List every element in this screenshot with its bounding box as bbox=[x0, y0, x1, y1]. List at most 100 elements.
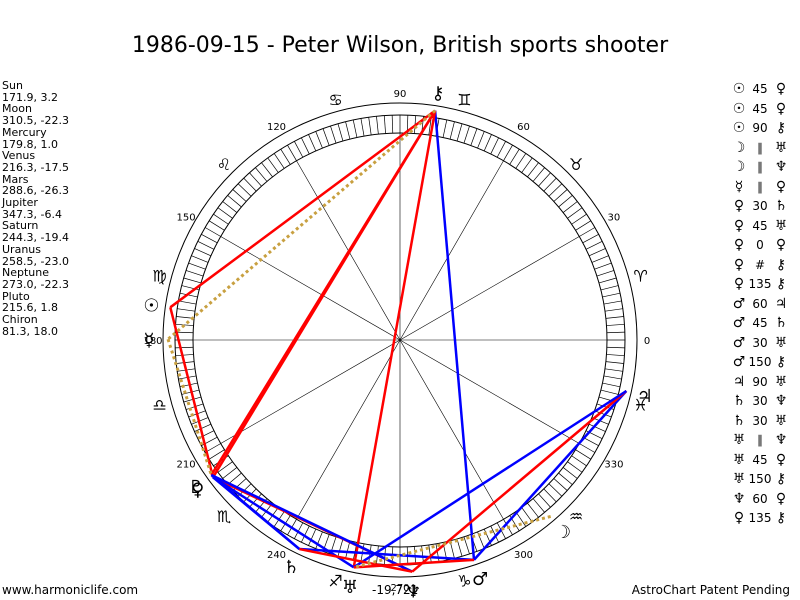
degree-tick bbox=[204, 227, 221, 237]
degree-tick bbox=[185, 270, 204, 277]
degree-tick bbox=[222, 201, 238, 213]
degree-tick bbox=[496, 141, 506, 158]
degree-tick bbox=[255, 167, 268, 182]
aspect-line bbox=[352, 110, 437, 568]
house-spoke bbox=[399, 339, 580, 444]
degree-tick bbox=[428, 544, 432, 563]
aspect-planet-1: ♂ bbox=[732, 295, 746, 312]
degree-label: 300 bbox=[514, 550, 533, 561]
aspect-row: ♄ 30 ♅ bbox=[730, 412, 790, 432]
aspect-line bbox=[212, 476, 355, 569]
degree-tick bbox=[588, 248, 606, 257]
degree-tick bbox=[527, 162, 539, 178]
degree-tick bbox=[315, 131, 323, 149]
zodiac-sign-icon: ♍ bbox=[152, 267, 166, 286]
degree-tick bbox=[515, 153, 527, 169]
degree-tick bbox=[463, 125, 470, 144]
aspect-row: ♀ 45 ♅ bbox=[730, 217, 790, 237]
aspect-planet-1: ♅ bbox=[732, 471, 746, 487]
zodiac-sign-icon: ♓ bbox=[633, 395, 647, 414]
degree-tick bbox=[600, 389, 619, 395]
aspect-type: 60 bbox=[752, 491, 768, 506]
degree-tick bbox=[322, 128, 330, 146]
aspect-row: ♂ 150 ⚷ bbox=[730, 353, 790, 373]
aspect-planet-2: ♀ bbox=[775, 451, 787, 468]
planet-name: Sun bbox=[2, 79, 23, 92]
aspect-type: 0 bbox=[756, 238, 764, 252]
house-spoke bbox=[220, 339, 401, 444]
footer-patent: AstroChart Patent Pending bbox=[631, 583, 790, 597]
house-spoke bbox=[399, 339, 504, 520]
aspect-planet-2: ♅ bbox=[774, 373, 788, 390]
aspect-line bbox=[169, 307, 215, 478]
degree-tick bbox=[562, 201, 578, 213]
degree-label: 270 bbox=[390, 583, 409, 594]
aspect-planet-2: ♀ bbox=[775, 81, 787, 97]
mercury-planet-icon: ☿ bbox=[143, 330, 154, 351]
degree-tick bbox=[606, 323, 625, 326]
zodiac-sign-icon: ♈ bbox=[633, 267, 647, 286]
aspect-planet-1: ♅ bbox=[732, 432, 746, 448]
degree-tick bbox=[553, 189, 568, 202]
aspect-planet-1: ♄ bbox=[732, 393, 746, 409]
planet-coords: 179.8, 1.0 bbox=[2, 137, 58, 151]
degree-tick bbox=[383, 115, 386, 134]
degree-tick bbox=[191, 255, 209, 263]
degree-tick bbox=[261, 162, 273, 178]
degree-tick bbox=[442, 119, 448, 138]
degree-label: 30 bbox=[608, 213, 621, 224]
degree-tick bbox=[477, 131, 485, 149]
planet-position-list: Sun 171.9, 3.2 Moon 310.5, -22.3 Mercury 179.… bbox=[2, 80, 69, 337]
degree-tick bbox=[294, 141, 304, 158]
zodiac-sign-icon: ♎ bbox=[152, 395, 166, 414]
degree-label: 330 bbox=[604, 460, 623, 471]
aspect-planet-2: ⚷ bbox=[775, 354, 787, 370]
degree-tick bbox=[582, 436, 599, 446]
aspect-planet-2: ⚷ bbox=[775, 510, 787, 526]
aspect-row: ♂ 45 ♄ bbox=[730, 314, 790, 334]
aspect-type: 90 bbox=[752, 121, 768, 135]
degree-tick bbox=[217, 461, 233, 473]
aspect-type: 45 bbox=[752, 101, 768, 116]
aspect-row: ♀ # ⚷ bbox=[730, 256, 790, 276]
house-spoke bbox=[399, 160, 504, 341]
aspect-type: 135 bbox=[748, 277, 772, 291]
aspect-type: 45 bbox=[752, 452, 768, 467]
degree-tick bbox=[575, 449, 591, 460]
zodiac-sign-icon: ♐ bbox=[328, 572, 342, 591]
planet-name: Venus bbox=[2, 149, 36, 163]
degree-tick bbox=[585, 241, 603, 250]
aspect-type: 150 bbox=[748, 472, 772, 486]
mars-planet-icon: ♂ bbox=[472, 569, 488, 590]
aspect-row: ♀ 30 ♄ bbox=[730, 197, 790, 217]
planet-coords: 310.5, -22.3 bbox=[2, 114, 69, 128]
degree-tick bbox=[521, 507, 533, 523]
aspect-planet-1: ☉ bbox=[732, 100, 746, 117]
degree-tick bbox=[538, 172, 551, 187]
degree-tick bbox=[194, 423, 212, 432]
aspect-line bbox=[169, 109, 436, 309]
neptune-planet-icon: ♆ bbox=[405, 582, 421, 600]
degree-label: 0 bbox=[644, 336, 650, 347]
degree-label: 120 bbox=[267, 122, 286, 133]
aspect-planet-2: ♀ bbox=[775, 100, 787, 117]
planet-coords: 81.3, 18.0 bbox=[2, 324, 58, 338]
degree-tick bbox=[177, 308, 196, 312]
degree-tick bbox=[562, 467, 578, 479]
aspect-planet-1: ♃ bbox=[732, 373, 746, 390]
aspect-type: ∥ bbox=[757, 140, 763, 155]
aspect-planet-1: ♀ bbox=[733, 276, 745, 292]
degree-tick bbox=[222, 467, 238, 479]
aspect-line bbox=[166, 338, 213, 476]
degree-tick bbox=[337, 538, 344, 557]
degree-tick bbox=[594, 410, 612, 418]
degree-tick bbox=[591, 255, 609, 263]
footer-website[interactable]: www.harmoniclife.com bbox=[2, 583, 139, 597]
degree-tick bbox=[579, 443, 596, 453]
aspect-type: 45 bbox=[752, 316, 768, 330]
degree-tick bbox=[604, 308, 623, 312]
moon-planet-icon: ☽ bbox=[555, 522, 571, 543]
aspect-type: 45 bbox=[752, 82, 768, 96]
aspect-line bbox=[210, 473, 413, 573]
aspect-type: ∥ bbox=[757, 433, 763, 447]
